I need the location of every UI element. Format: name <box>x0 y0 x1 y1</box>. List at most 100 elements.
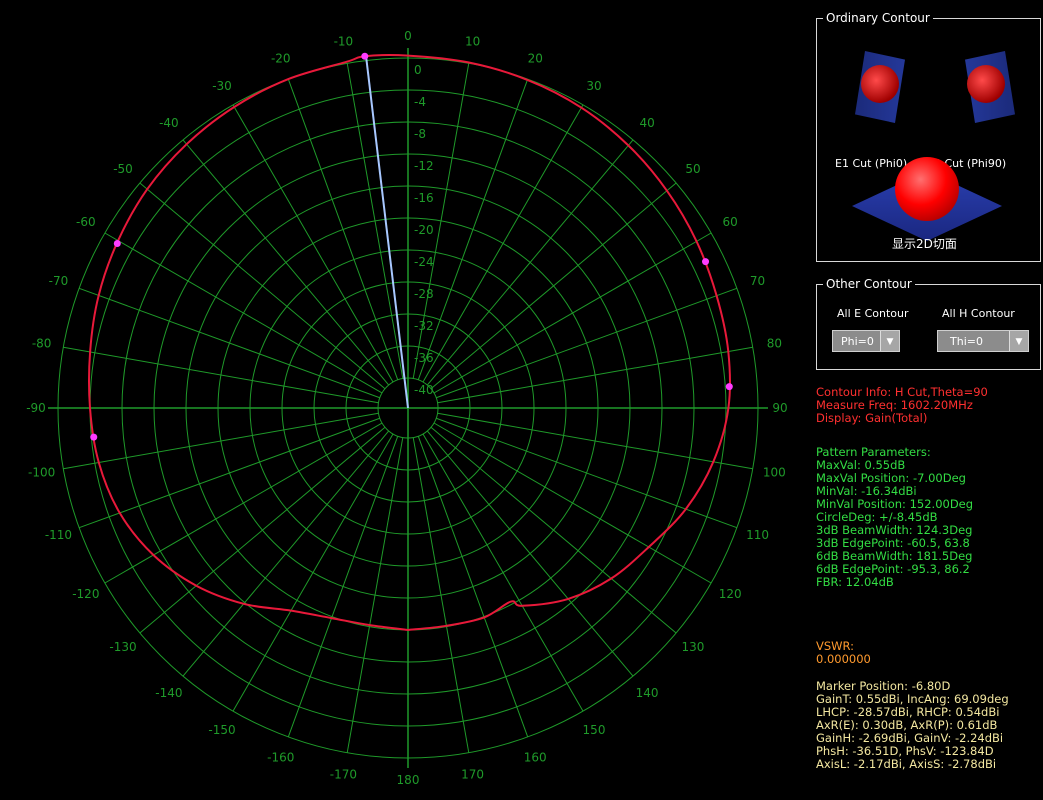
param-line: CircleDeg: +/-8.45dB <box>816 510 938 524</box>
grid-spoke <box>426 430 634 677</box>
radial-tick-label: -24 <box>414 255 434 269</box>
grid-spoke <box>104 422 383 584</box>
grid-spoke <box>430 182 677 390</box>
pattern-marker-dot[interactable] <box>90 433 98 441</box>
marker-line: PhsH: -36.51D, PhsV: -123.84D <box>816 744 994 758</box>
radial-tick-label: -28 <box>414 287 434 301</box>
contour-info: Contour Info: H Cut,Theta=90 Measure Fre… <box>816 386 988 425</box>
angle-tick-label: -50 <box>113 162 133 176</box>
vswr-block: VSWR: 0.000000 <box>816 640 871 666</box>
grid-spoke <box>63 412 379 470</box>
show-3d-cut-button[interactable]: 显示2D切面 <box>852 149 1002 254</box>
param-line: 6dB BeamWidth: 181.5Deg <box>816 549 973 563</box>
e1-cut-sphere-icon <box>861 65 899 103</box>
marker-needle[interactable] <box>365 55 409 409</box>
marker-info: Marker Position: -6.80D GainT: 0.55dBi, … <box>816 680 1009 771</box>
grid-spoke <box>287 436 399 738</box>
radial-tick-label: -16 <box>414 191 434 205</box>
grid-spoke <box>430 426 677 634</box>
polar-pattern-plot[interactable]: -170-160-150-140-130-120-110-100-90-80-7… <box>0 0 810 800</box>
grid-spoke <box>78 417 380 529</box>
angle-tick-label: 180 <box>397 773 420 787</box>
all-e-contour-label: All E Contour <box>837 307 909 320</box>
angle-tick-label: 110 <box>746 528 769 542</box>
angle-tick-label: 0 <box>404 29 412 43</box>
theta-select-value: Thi=0 <box>950 335 983 348</box>
param-line: 3dB BeamWidth: 124.3Deg <box>816 523 973 537</box>
contour-info-line: Contour Info: H Cut,Theta=90 <box>816 385 988 399</box>
angle-tick-label: -110 <box>45 528 72 542</box>
e2-cut-sphere-icon <box>967 65 1005 103</box>
angle-tick-label: 120 <box>719 587 742 601</box>
angle-tick-label: 160 <box>524 751 547 765</box>
all-h-contour-label: All H Contour <box>942 307 1015 320</box>
ordinary-contour-panel: Ordinary Contour E1 Cut (Phi0) E2 Cut (P… <box>816 10 1041 262</box>
angle-tick-label: -130 <box>109 640 136 654</box>
angle-tick-label: -100 <box>28 466 55 480</box>
grid-spoke <box>63 346 379 404</box>
other-contour-panel: Other Contour All E Contour All H Contou… <box>816 276 1041 370</box>
grid-spoke <box>422 433 584 712</box>
radial-tick-label: -20 <box>414 223 434 237</box>
param-line: 3dB EdgePoint: -60.5, 63.8 <box>816 536 970 550</box>
radial-tick-label: -36 <box>414 351 434 365</box>
angle-tick-label: 40 <box>639 116 654 130</box>
angle-tick-label: 80 <box>767 336 782 350</box>
grid-spoke <box>422 104 584 383</box>
pattern-marker-dot[interactable] <box>361 52 369 60</box>
grid-spoke <box>287 78 399 380</box>
angle-tick-label: -80 <box>32 336 52 350</box>
marker-line: AxisL: -2.17dBi, AxisS: -2.78dBi <box>816 757 997 771</box>
radial-labels: 0 -4 -8 -12 -16 -20 -24 -28 -32 -36 -40 <box>414 63 434 397</box>
chevron-down-icon: ▼ <box>880 331 899 351</box>
e2-cut-button[interactable]: E2 Cut (Phi90) <box>927 47 1017 170</box>
grid-spoke <box>436 287 738 399</box>
marker-line: LHCP: -28.57dBi, RHCP: 0.54dBi <box>816 705 1000 719</box>
ordinary-contour-title: Ordinary Contour <box>823 10 933 26</box>
param-line: MaxVal Position: -7.00Deg <box>816 471 966 485</box>
grid-spoke <box>433 422 712 584</box>
show-3d-cut-label: 显示2D切面 <box>892 237 957 251</box>
pattern-markers[interactable] <box>90 52 733 441</box>
e1-cut-label: E1 Cut (Phi0) <box>835 157 908 170</box>
pattern-marker-dot[interactable] <box>113 240 121 248</box>
angle-tick-label: 150 <box>583 723 606 737</box>
vswr-value: 0.000000 <box>816 652 871 666</box>
theta-select[interactable]: Thi=0 ▼ <box>937 330 1029 352</box>
pattern-marker-dot[interactable] <box>725 383 733 391</box>
angle-tick-label: -140 <box>155 686 182 700</box>
param-line: 6dB EdgePoint: -95.3, 86.2 <box>816 562 970 576</box>
measure-freq-line: Measure Freq: 1602.20MHz <box>816 398 973 412</box>
grid-spoke <box>139 426 386 634</box>
radial-tick-label: -12 <box>414 159 434 173</box>
param-line: FBR: 12.04dB <box>816 575 894 589</box>
grid-spoke <box>232 104 394 383</box>
param-line: MinVal: -16.34dBi <box>816 484 917 498</box>
angle-tick-label: -90 <box>26 401 46 415</box>
angle-tick-label: -40 <box>159 116 179 130</box>
angle-tick-label: -70 <box>49 274 69 288</box>
angle-tick-label: -170 <box>330 767 357 781</box>
angle-tick-label: 90 <box>772 401 787 415</box>
grid-spoke <box>412 437 470 753</box>
param-line: MinVal Position: 152.00Deg <box>816 497 974 511</box>
grid-spoke <box>412 63 470 379</box>
angle-tick-label: -10 <box>334 35 354 49</box>
phi-select[interactable]: Phi=0 ▼ <box>832 330 900 352</box>
grid-spoke <box>417 436 529 738</box>
angle-tick-label: 140 <box>636 686 659 700</box>
marker-line: Marker Position: -6.80D <box>816 679 951 693</box>
radial-tick-label: -4 <box>414 95 426 109</box>
pattern-marker-dot[interactable] <box>702 258 710 266</box>
radial-tick-label: -32 <box>414 319 434 333</box>
angle-tick-label: -30 <box>212 79 232 93</box>
angle-tick-label: 50 <box>685 162 700 176</box>
angle-tick-label: 60 <box>723 215 738 229</box>
radial-tick-label: -40 <box>414 383 434 397</box>
e1-cut-button[interactable]: E1 Cut (Phi0) <box>835 47 917 170</box>
pattern-parameters-heading: Pattern Parameters: <box>816 445 931 459</box>
param-line: MaxVal: 0.55dB <box>816 458 906 472</box>
display-mode-line: Display: Gain(Total) <box>816 411 928 425</box>
vswr-label: VSWR: <box>816 639 855 653</box>
grid-spoke <box>417 78 529 380</box>
